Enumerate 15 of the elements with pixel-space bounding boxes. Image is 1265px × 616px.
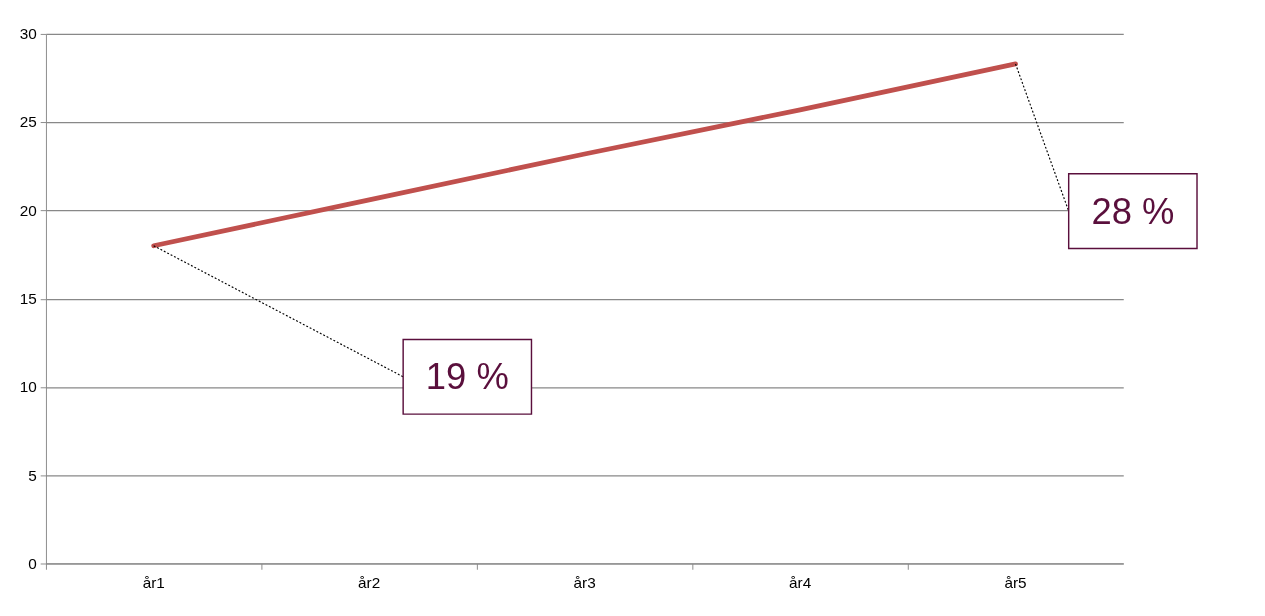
y-tick-label: 20 [19, 201, 37, 219]
x-tick-label: år1 [142, 573, 165, 591]
y-tick-label: 10 [19, 378, 37, 396]
y-tick-label: 15 [19, 290, 37, 307]
y-tick-label: 0 [28, 554, 37, 572]
y-tick-label: 30 [19, 25, 37, 43]
x-tick-label: år3 [573, 573, 596, 591]
annotation: 28 % [1091, 190, 1175, 232]
x-tick-label: år2 [358, 573, 381, 591]
y-tick-label: 5 [28, 466, 37, 484]
x-tick-label: år5 [1004, 573, 1027, 591]
annotation: 19 % [425, 356, 509, 398]
x-tick-label: år4 [789, 573, 812, 591]
line-series [151, 61, 1018, 249]
y-tick-label: 25 [19, 113, 37, 131]
